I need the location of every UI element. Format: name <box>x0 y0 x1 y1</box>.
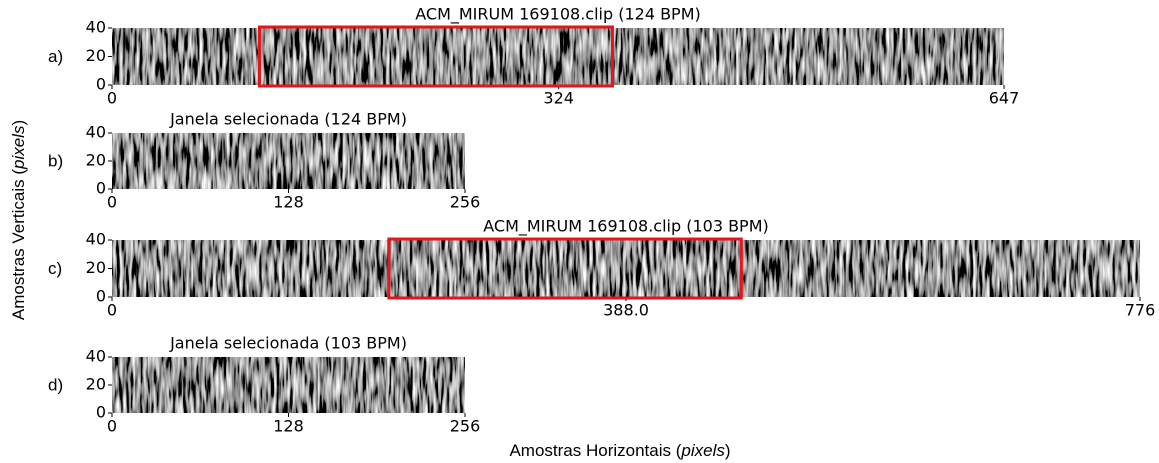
spectrogram-image <box>112 133 465 189</box>
x-tick-label: 388.0 <box>603 301 649 320</box>
y-tick-label: 20 <box>86 46 106 65</box>
spectrogram-image <box>112 357 465 413</box>
panel-label: a) <box>48 47 63 66</box>
y-tick-label: 20 <box>86 375 106 394</box>
y-tick-label: 0 <box>96 179 106 198</box>
x-tick-label: 256 <box>450 193 481 212</box>
panel-title: Janela selecionada (124 BPM) <box>169 110 407 129</box>
x-tick-label: 0 <box>107 417 117 436</box>
y-tick-label: 0 <box>96 75 106 94</box>
y-tick-label: 20 <box>86 258 106 277</box>
x-axis-label: Amostras Horizontais (pixels) <box>509 441 730 460</box>
x-tick-label: 324 <box>543 89 574 108</box>
spectrogram-image <box>112 28 1004 85</box>
selected-window <box>258 25 614 88</box>
x-tick-label: 0 <box>107 301 117 320</box>
spectrogram-image <box>112 240 1140 297</box>
y-tick-label: 40 <box>86 123 106 142</box>
panel-label: b) <box>48 151 63 170</box>
x-label-text: ) <box>725 441 731 460</box>
x-tick-label: 0 <box>107 89 117 108</box>
y-label-text: ) <box>9 120 28 126</box>
x-tick-label: 0 <box>107 193 117 212</box>
y-tick-label: 0 <box>96 403 106 422</box>
x-tick-label: 128 <box>273 417 304 436</box>
y-axis-label: Amostras Verticais (pixels) <box>9 120 28 320</box>
y-tick-label: 40 <box>86 18 106 37</box>
panel-title: ACM_MIRUM 169108.clip (124 BPM) <box>415 5 701 25</box>
panel-title: ACM_MIRUM 169108.clip (103 BPM) <box>483 217 769 237</box>
panel-title: Janela selecionada (103 BPM) <box>169 334 407 353</box>
x-tick-label: 647 <box>989 89 1020 108</box>
y-tick-label: 0 <box>96 287 106 306</box>
panel-label: c) <box>48 259 62 278</box>
y-tick-label: 40 <box>86 347 106 366</box>
selected-window <box>387 237 743 300</box>
y-tick-label: 20 <box>86 151 106 170</box>
x-label-text: Amostras Horizontais ( <box>509 441 681 460</box>
y-tick-label: 40 <box>86 230 106 249</box>
x-tick-label: 256 <box>450 417 481 436</box>
panel-label: d) <box>48 375 63 394</box>
x-tick-label: 128 <box>273 193 304 212</box>
y-label-text: Amostras Verticais ( <box>9 169 28 320</box>
x-tick-label: 776 <box>1125 301 1156 320</box>
x-label-italic: pixels <box>680 441 725 460</box>
y-label-italic: pixels <box>9 125 28 170</box>
